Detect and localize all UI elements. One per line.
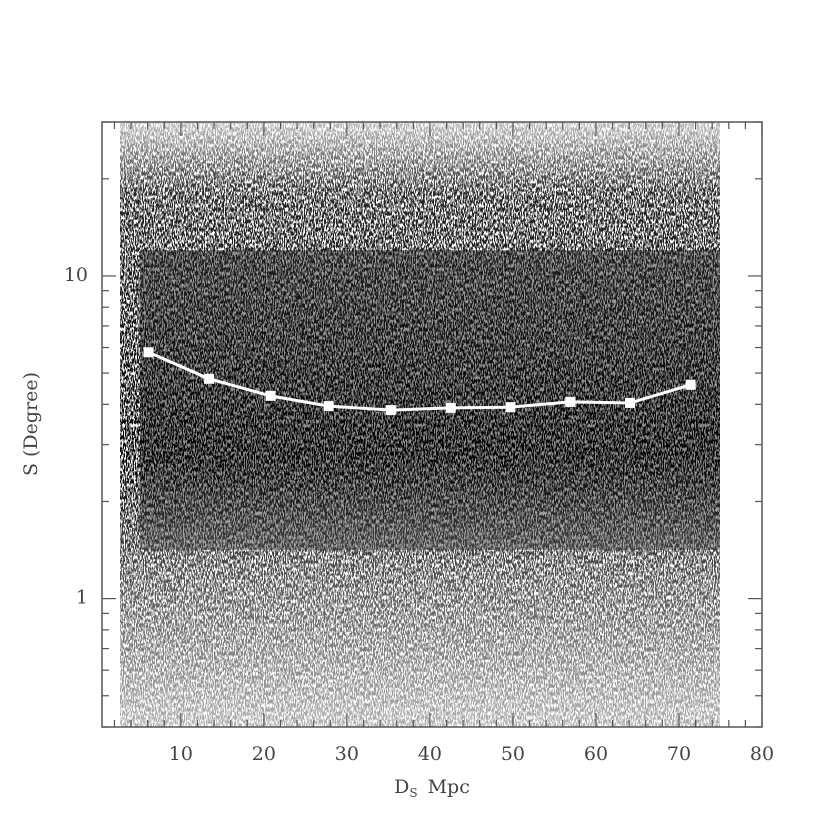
line [147,350,692,412]
scatter-cloud-texture [120,122,720,727]
point [385,405,396,416]
y-tick-label: 1 [76,587,88,609]
x-tick-label: 10 [169,743,193,765]
plot-frame [101,121,763,728]
point [323,401,334,412]
x-tick-label: 80 [750,743,774,765]
x-tick-label: 40 [418,743,442,765]
x-label-main: D [394,776,409,798]
x-label-sub: S [409,786,417,800]
x-tick-label: 50 [501,743,525,765]
point [685,379,696,390]
point [445,402,456,413]
x-label-unit: Mpc [428,776,470,798]
point [625,397,635,408]
x-tick-label: 20 [252,743,276,765]
x-tick-label: 70 [667,743,691,765]
point [565,396,576,407]
x-axis-label: DS Mpc [394,776,470,800]
point [505,402,516,413]
x-tick-label: 30 [335,743,359,765]
point [204,373,215,384]
x-tick-label: 60 [584,743,608,765]
point [265,390,276,401]
y-axis-label: S (Degree) [20,372,42,476]
point [143,347,154,358]
y-tick-label: 10 [64,264,88,286]
